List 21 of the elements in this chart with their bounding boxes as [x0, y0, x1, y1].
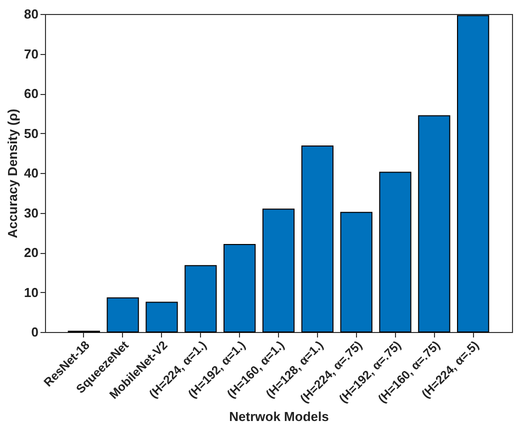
- bar: [301, 145, 334, 332]
- bar: [457, 15, 490, 332]
- y-tick-label: 40: [24, 166, 38, 180]
- y-tick-label: 50: [24, 126, 38, 141]
- y-tick-label: 30: [24, 205, 38, 220]
- bar: [106, 297, 139, 332]
- y-tick-label: 10: [24, 284, 38, 300]
- bar: [146, 302, 178, 332]
- x-axis-title: Netrwok Models: [229, 408, 329, 424]
- bar: [418, 115, 450, 332]
- y-tick-label: 80: [24, 6, 38, 22]
- y-tick-label: 60: [24, 86, 38, 101]
- bar: [224, 244, 256, 332]
- y-tick-label: 0: [31, 324, 38, 340]
- y-tick-label: 70: [24, 46, 38, 62]
- bar: [379, 172, 412, 332]
- bar: [262, 208, 295, 332]
- bar: [184, 265, 217, 332]
- y-axis-title: Accuracy Density (ρ): [5, 108, 20, 238]
- y-tick-label: 20: [24, 245, 38, 260]
- bar: [340, 212, 372, 332]
